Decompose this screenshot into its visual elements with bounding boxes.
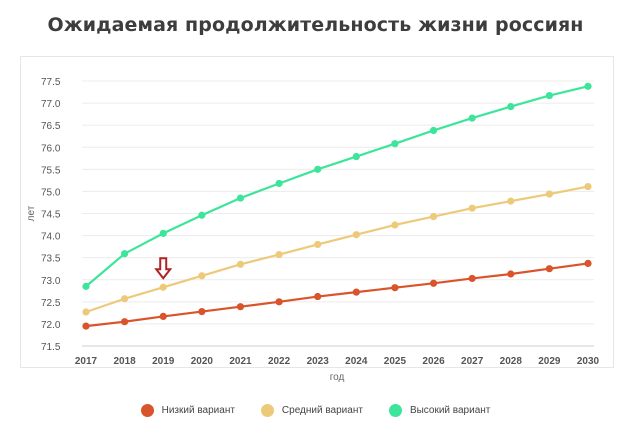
data-point	[121, 318, 129, 326]
y-tick-label: 76.0	[41, 143, 61, 154]
data-point	[545, 190, 553, 198]
x-tick-label: 2021	[229, 356, 252, 367]
data-point	[159, 229, 167, 237]
data-point	[314, 240, 322, 249]
legend-label: Низкий вариант	[161, 405, 235, 416]
legend-label: Высокий вариант	[409, 405, 491, 416]
line-chart: 71.5 72.0 72.5 73.0 73.5 74.0 74.5 75.0 75.5 76.0…	[26, 77, 600, 383]
data-point	[468, 204, 476, 212]
data-point	[429, 212, 438, 221]
data-point	[82, 308, 90, 316]
chart-legend: Низкий вариант Средний вариант Высокий вар…	[0, 404, 631, 417]
x-tick-label: 2025	[384, 356, 407, 367]
data-point	[82, 282, 90, 290]
legend-marker-icon	[140, 404, 154, 417]
data-point	[468, 114, 476, 122]
data-point	[275, 298, 283, 306]
y-tick-label: 73.0	[41, 276, 61, 287]
data-point	[507, 197, 515, 205]
data-point	[468, 274, 476, 283]
data-point	[275, 250, 283, 259]
data-point	[429, 126, 438, 135]
y-tick-label: 74.5	[41, 210, 61, 221]
data-point	[236, 260, 245, 268]
data-point	[545, 91, 553, 100]
x-tick-label: 2023	[307, 356, 330, 367]
x-tick-label: 2026	[422, 356, 445, 367]
x-tick-label: 2017	[75, 356, 98, 367]
data-point	[198, 211, 206, 219]
data-point	[314, 292, 322, 301]
data-point	[121, 250, 129, 258]
data-point	[236, 194, 245, 202]
data-point	[159, 283, 167, 291]
series-line-1	[85, 262, 589, 328]
data-point	[391, 140, 399, 148]
y-axis-label: лет	[26, 205, 37, 221]
data-point	[352, 152, 360, 161]
data-point	[198, 272, 206, 280]
x-tick-label: 2027	[461, 356, 484, 367]
chart-title: Ожидаемая продолжительность жизни россия…	[47, 14, 584, 36]
data-point	[584, 182, 592, 191]
data-point	[507, 270, 515, 278]
x-tick-label: 2020	[191, 356, 214, 367]
x-axis-label: год	[330, 372, 345, 383]
legend-marker-icon	[388, 404, 402, 417]
data-point	[584, 82, 592, 90]
x-tick-label: 2019	[152, 356, 175, 367]
data-point	[121, 295, 129, 303]
series-line-3	[85, 85, 589, 288]
y-tick-label: 76.5	[41, 121, 61, 132]
data-point	[352, 288, 360, 296]
data-point	[391, 284, 399, 292]
x-tick-label: 2022	[268, 356, 291, 367]
data-point	[545, 265, 553, 273]
data-point	[314, 165, 322, 173]
y-tick-label: 71.5	[41, 342, 61, 353]
x-tick-label: 2029	[538, 356, 561, 367]
x-tick-label: 2018	[113, 356, 136, 367]
legend-marker-icon	[260, 404, 274, 417]
y-tick-label: 74.0	[41, 232, 61, 243]
y-tick-label: 73.5	[41, 254, 61, 265]
data-point	[82, 322, 90, 330]
annotation-arrow	[154, 257, 173, 280]
chart-frame	[20, 56, 614, 368]
data-point	[159, 312, 167, 321]
legend-item[interactable]: Низкий вариант	[140, 404, 235, 417]
y-tick-label: 75.0	[41, 187, 61, 198]
y-tick-label: 75.5	[41, 165, 61, 176]
legend-item[interactable]: Средний вариант	[260, 404, 363, 417]
y-tick-label: 72.0	[41, 320, 61, 331]
data-point	[584, 259, 592, 268]
data-point	[352, 231, 360, 239]
data-point	[391, 221, 399, 229]
x-tick-label: 2030	[577, 356, 600, 367]
legend-label: Средний вариант	[281, 405, 363, 416]
data-point	[429, 279, 438, 287]
x-tick-label: 2028	[500, 356, 523, 367]
y-tick-label: 77.5	[41, 77, 61, 88]
y-tick-label: 72.5	[41, 298, 61, 309]
legend-item[interactable]: Высокий вариант	[388, 404, 491, 417]
x-tick-label: 2024	[345, 356, 368, 367]
data-point	[275, 179, 283, 188]
series-line-2	[85, 185, 589, 314]
data-point	[198, 307, 206, 316]
y-tick-label: 77.0	[41, 99, 61, 110]
data-point	[236, 303, 245, 311]
data-point	[507, 103, 515, 111]
